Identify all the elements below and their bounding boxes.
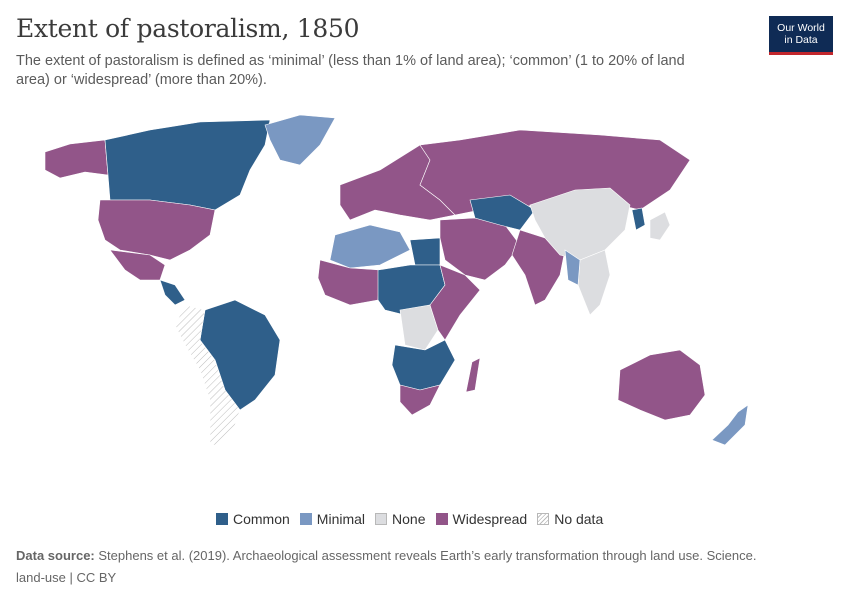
region-madagascar[interactable] (465, 357, 481, 393)
footer-license[interactable]: land-use | CC BY (16, 570, 117, 585)
source-text: Stephens et al. (2019). Archaeological a… (98, 548, 757, 563)
region-united-states[interactable] (97, 199, 216, 261)
region-egypt[interactable] (409, 237, 441, 266)
region-rest-of-south-america[interactable] (174, 304, 241, 446)
region-australia[interactable] (617, 349, 706, 421)
region-canada[interactable] (104, 119, 271, 211)
legend-swatch-none (375, 513, 388, 525)
world-map (44, 114, 749, 446)
legend-label-no-data: No data (554, 511, 604, 527)
region-new-zealand[interactable] (711, 404, 749, 446)
region-south-africa[interactable] (399, 384, 441, 416)
legend-label-widespread: Widespread (452, 511, 528, 527)
source-label: Data source: (16, 548, 95, 563)
legend-item-minimal[interactable]: Minimal (299, 511, 366, 527)
legend-swatch-common (216, 513, 228, 525)
region-congo-basin[interactable] (399, 304, 439, 351)
chart-title: Extent of pastoralism, 1850 (16, 14, 360, 43)
region-southeast-asia[interactable] (577, 249, 611, 316)
legend-item-none[interactable]: None (375, 511, 426, 527)
region-greenland[interactable] (264, 114, 336, 166)
data-source: Data source: Stephens et al. (2019). Arc… (16, 548, 756, 563)
chart-subtitle: The extent of pastoralism is defined as … (16, 53, 685, 88)
legend-label-minimal: Minimal (316, 511, 366, 527)
legend-label-common: Common (233, 511, 290, 527)
region-japan[interactable] (649, 211, 671, 241)
logo-line-1: Our World (777, 22, 825, 34)
logo-line-2: in Data (784, 34, 818, 46)
legend-item-widespread[interactable]: Widespread (435, 511, 528, 527)
legend-swatch-widespread (435, 513, 448, 525)
legend-item-no-data[interactable]: No data (537, 511, 603, 527)
legend: Common Minimal None Widespread No data (216, 511, 603, 527)
owid-logo[interactable]: Our World in Data (769, 16, 833, 55)
region-central-america[interactable] (159, 279, 186, 306)
legend-item-common[interactable]: Common (216, 511, 290, 527)
region-maghreb[interactable] (329, 224, 411, 269)
legend-swatch-no-data (537, 513, 550, 525)
legend-swatch-minimal (299, 513, 312, 525)
region-myanmar[interactable] (564, 249, 581, 286)
legend-label-none: None (392, 511, 426, 527)
region-west-africa[interactable] (317, 259, 381, 306)
region-korea[interactable] (631, 207, 646, 231)
region-alaska[interactable] (44, 139, 109, 179)
